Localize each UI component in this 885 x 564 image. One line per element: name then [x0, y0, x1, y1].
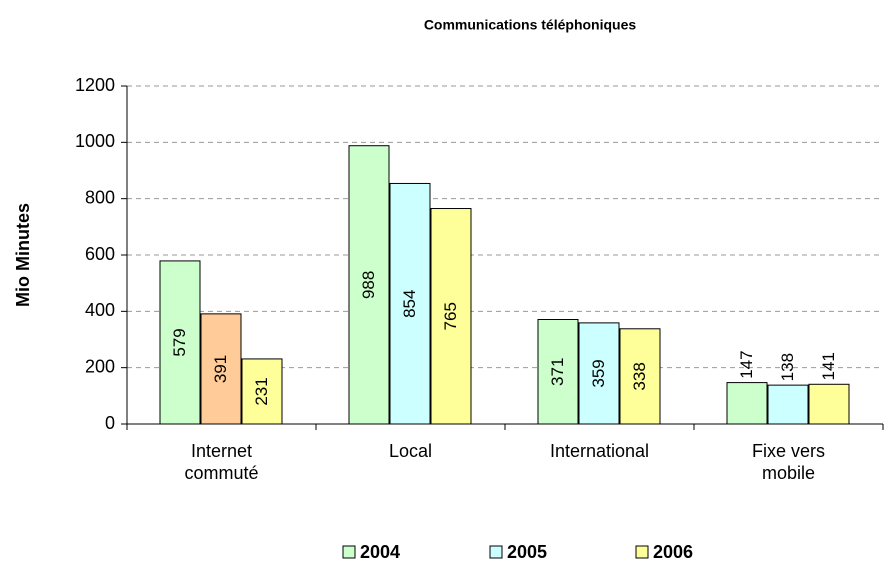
- data-label: 371: [548, 358, 567, 386]
- data-label: 359: [589, 359, 608, 387]
- y-tick-label: 200: [85, 356, 115, 376]
- y-tick-label: 600: [85, 244, 115, 264]
- y-tick-label: 400: [85, 300, 115, 320]
- x-tick-label-box: Local: [388, 441, 433, 461]
- bar: [537, 319, 579, 425]
- y-tick-label: 1000: [75, 131, 115, 151]
- x-tick-label-box: Internet commuté: [184, 441, 259, 483]
- bar: [241, 358, 283, 425]
- legend-label: 2006: [653, 542, 693, 562]
- data-label: 579: [170, 328, 189, 356]
- bar: [767, 384, 809, 425]
- legend-label: 2005: [507, 542, 547, 562]
- x-tick-label: Internet commuté: [184, 441, 259, 483]
- x-tick-label: Fixe vers mobile: [751, 441, 825, 483]
- x-tick-label: International: [549, 441, 650, 461]
- y-tick-label: 800: [85, 187, 115, 207]
- data-label: 138: [778, 353, 797, 381]
- data-label: 141: [819, 352, 838, 380]
- y-tick-label: 1200: [75, 75, 115, 95]
- x-tick-label-box: Fixe vers mobile: [751, 441, 825, 483]
- bar: [808, 383, 850, 425]
- bar: [726, 382, 768, 425]
- x-tick-label-box: International: [549, 441, 650, 461]
- y-tick-label: 0: [105, 413, 115, 433]
- bar: [200, 313, 242, 425]
- chart-title: Communications téléphoniques: [424, 17, 637, 33]
- bar: [578, 322, 620, 425]
- data-label: 338: [630, 362, 649, 390]
- data-label: 765: [441, 302, 460, 330]
- data-label: 391: [211, 355, 230, 383]
- legend-swatch: [489, 545, 503, 559]
- legend-swatch: [342, 545, 356, 559]
- legend-swatch: [635, 545, 649, 559]
- bar: [348, 145, 390, 425]
- bar: [619, 328, 661, 425]
- y-axis-label: Mio Minutes: [13, 203, 33, 307]
- data-label: 147: [737, 350, 756, 378]
- bar: [389, 182, 431, 425]
- x-tick-label: Local: [388, 441, 433, 461]
- data-label: 231: [252, 377, 271, 405]
- data-label: 854: [400, 290, 419, 318]
- bar: [159, 260, 201, 425]
- bar: [430, 208, 472, 425]
- legend-label: 2004: [360, 542, 400, 562]
- data-label: 988: [359, 271, 378, 299]
